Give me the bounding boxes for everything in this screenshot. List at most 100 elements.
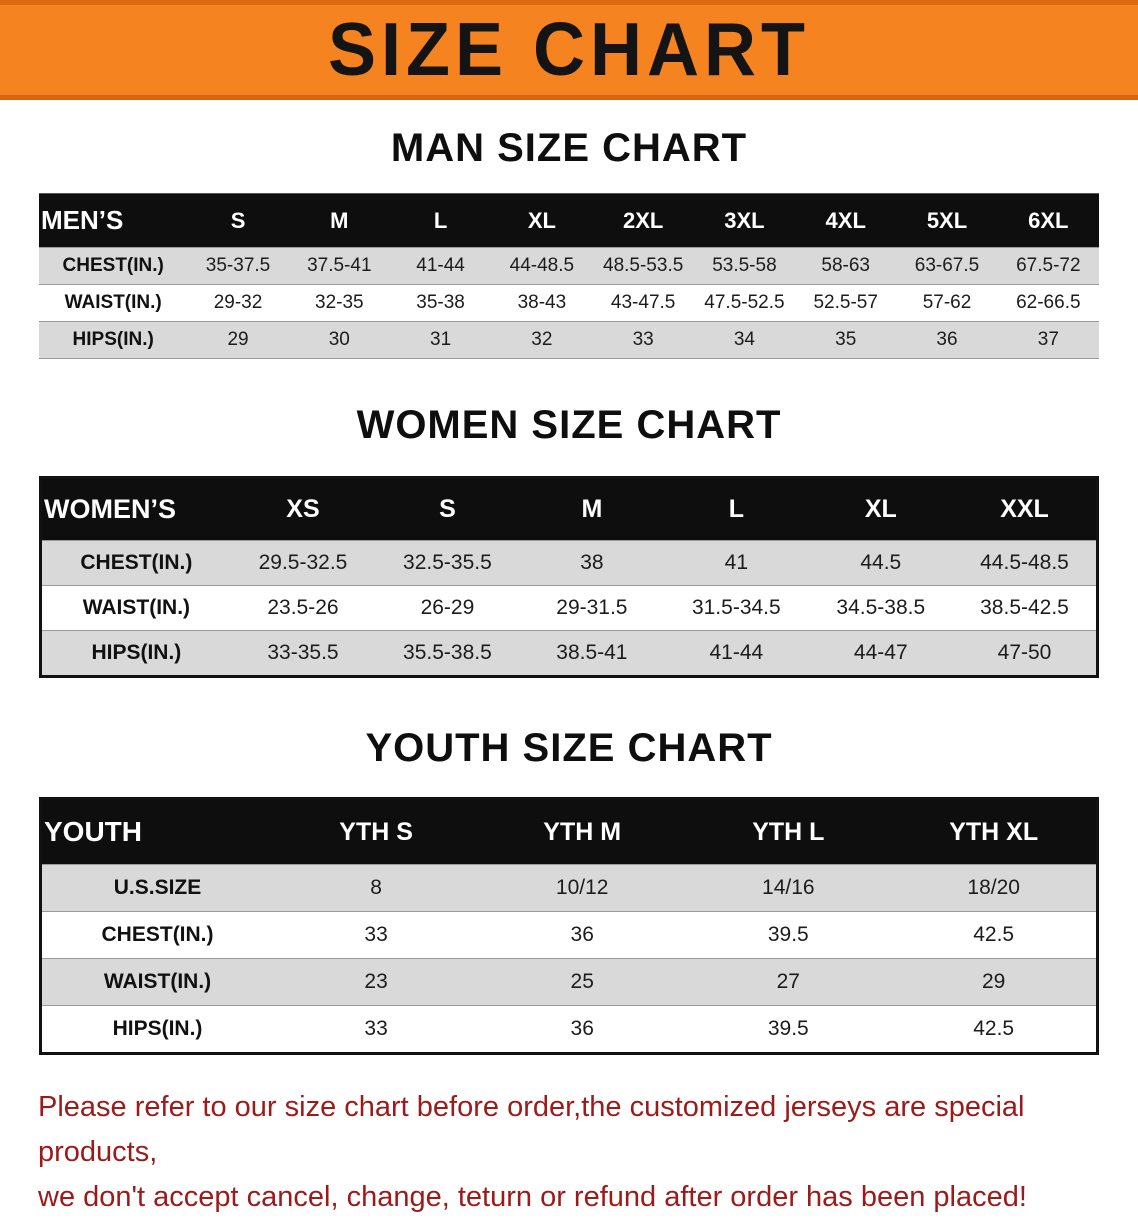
column-header: 3XL — [693, 193, 796, 248]
men-size-table: MEN’S S M L XL 2XL 3XL 4XL 5XL 6XL CHEST(IN.) 35-37… — [39, 193, 1099, 359]
value-cell: 36 — [936, 329, 958, 350]
table-row: WAIST(IN.) 23 25 27 29 — [40, 958, 1098, 1006]
value-cell: 10/12 — [555, 876, 609, 899]
value-cell: 34 — [733, 329, 755, 350]
column-header: S — [187, 193, 289, 248]
value-cell: 25 — [570, 970, 594, 993]
table-row: CHEST(IN.) 35-37.5 37.5-41 41-44 44-48.5 48.5… — [39, 247, 1099, 285]
column-header: YTH L — [685, 798, 892, 865]
value-cell: 38 — [580, 551, 604, 574]
table-row: CHEST(IN.) 33 36 39.5 42.5 — [40, 911, 1098, 959]
value-cell: 36 — [570, 1017, 594, 1040]
value-cell: 18/20 — [967, 876, 1020, 899]
value-cell: 30 — [328, 329, 350, 350]
table-title-cell: YOUTH — [40, 798, 274, 865]
women-size-table-grid: WOMEN’S XS S M L XL XXL CHEST(IN.) 29.5-32.5 32.5… — [39, 476, 1099, 678]
value-cell: 44.5-48.5 — [980, 551, 1069, 574]
value-cell: 32.5-35.5 — [403, 551, 492, 574]
value-cell: 27 — [776, 970, 800, 993]
header-row: YOUTH YTH S YTH M YTH L YTH XL — [40, 798, 1098, 865]
value-cell: 44.5 — [860, 551, 902, 574]
row-label: CHEST(IN.) — [101, 923, 214, 946]
value-cell: 32-35 — [315, 292, 364, 313]
women-size-section: WOMEN SIZE CHART WOMEN’S XS S M L XL XXL CHEST(… — [0, 403, 1138, 678]
youth-section-heading: YOUTH SIZE CHART — [365, 726, 773, 770]
disclaimer-line-1: Please refer to our size chart before or… — [38, 1091, 1025, 1168]
value-cell: 47-50 — [997, 641, 1052, 664]
value-cell: 29.5-32.5 — [258, 551, 348, 574]
value-cell: 62-66.5 — [1016, 292, 1081, 313]
value-cell: 29 — [982, 970, 1006, 993]
youth-size-table-grid: YOUTH YTH S YTH M YTH L YTH XL U.S.SIZE 8 10/12… — [39, 797, 1099, 1055]
value-cell: 58-63 — [821, 255, 871, 276]
table-row: HIPS(IN.) 29 30 31 32 33 34 35 36 37 — [39, 321, 1099, 359]
row-label: WAIST(IN.) — [82, 596, 191, 619]
column-header: YTH M — [479, 798, 686, 865]
value-cell: 44-48.5 — [509, 255, 575, 276]
value-cell: 42.5 — [973, 1017, 1015, 1040]
value-cell: 44-47 — [853, 641, 908, 664]
column-header: 5XL — [896, 193, 998, 248]
row-label: HIPS(IN.) — [112, 1017, 203, 1040]
value-cell: 57-62 — [922, 292, 972, 313]
value-cell: 63-67.5 — [914, 255, 980, 276]
value-cell: 29-31.5 — [556, 596, 628, 619]
value-cell: 39.5 — [767, 923, 809, 946]
header-row: MEN’S S M L XL 2XL 3XL 4XL 5XL 6XL — [39, 193, 1099, 248]
value-cell: 26-29 — [420, 596, 475, 619]
value-cell: 52.5-57 — [813, 292, 878, 313]
men-section-heading: MAN SIZE CHART — [390, 126, 748, 170]
column-header: L — [664, 477, 809, 541]
value-cell: 43-47.5 — [610, 292, 676, 313]
column-header: XS — [230, 477, 376, 541]
column-header: M — [288, 193, 390, 248]
men-size-table-grid: MEN’S S M L XL 2XL 3XL 4XL 5XL 6XL CHEST(IN.) 35-37… — [39, 193, 1099, 359]
value-cell: 35.5-38.5 — [403, 641, 492, 664]
value-cell: 31.5-34.5 — [691, 596, 781, 619]
value-cell: 33-35.5 — [267, 641, 339, 664]
value-cell: 48.5-53.5 — [603, 255, 684, 276]
value-cell: 41 — [724, 551, 749, 574]
value-cell: 14/16 — [762, 876, 815, 899]
value-cell: 33 — [632, 329, 654, 350]
table-row: WAIST(IN.) 23.5-26 26-29 29-31.5 31.5-34.5 34… — [40, 585, 1098, 631]
table-title-cell: WOMEN’S — [40, 477, 231, 541]
table-row: HIPS(IN.) 33-35.5 35.5-38.5 38.5-41 41-44 44-… — [40, 630, 1098, 677]
youth-size-section: YOUTH SIZE CHART YOUTH YTH S YTH M YTH L YTH… — [0, 726, 1138, 1055]
men-size-section: MAN SIZE CHART MEN’S S M L XL 2XL 3XL 4XL 5XL 6XL… — [0, 126, 1138, 359]
row-label: HIPS(IN.) — [72, 329, 154, 350]
banner: SIZE CHART — [0, 0, 1138, 100]
disclaimer-line-2: we don't accept cancel, change, teturn o… — [38, 1180, 1027, 1213]
value-cell: 36 — [570, 923, 594, 946]
value-cell: 32 — [531, 329, 553, 350]
column-header: YTH XL — [891, 798, 1098, 865]
row-label: HIPS(IN.) — [91, 641, 182, 664]
value-cell: 33 — [364, 923, 388, 946]
table-row: HIPS(IN.) 33 36 39.5 42.5 — [40, 1005, 1098, 1054]
value-cell: 53.5-58 — [712, 255, 777, 276]
column-header: XL — [491, 193, 593, 248]
value-cell: 39.5 — [767, 1017, 809, 1040]
value-cell: 42.5 — [973, 923, 1015, 946]
row-label: WAIST(IN.) — [103, 970, 212, 993]
women-size-table: WOMEN’S XS S M L XL XXL CHEST(IN.) 29.5-32.5 32.5… — [39, 476, 1099, 678]
table-row: WAIST(IN.) 29-32 32-35 35-38 38-43 43-47.5 47.… — [39, 284, 1099, 322]
row-label: U.S.SIZE — [113, 876, 202, 899]
value-cell: 37 — [1037, 329, 1059, 350]
table-row: U.S.SIZE 8 10/12 14/16 18/20 — [40, 864, 1098, 912]
column-header: XL — [808, 477, 954, 541]
youth-size-table: YOUTH YTH S YTH M YTH L YTH XL U.S.SIZE 8 10/12… — [39, 797, 1099, 1055]
table-title-cell: MEN’S — [39, 193, 188, 248]
column-header: YTH S — [273, 798, 480, 865]
value-cell: 41-44 — [416, 255, 465, 276]
value-cell: 8 — [370, 876, 382, 899]
value-cell: 38.5-41 — [556, 641, 628, 664]
column-header: M — [519, 477, 665, 541]
value-cell: 29-32 — [213, 292, 263, 313]
value-cell: 29 — [227, 329, 249, 350]
column-header: 4XL — [795, 193, 897, 248]
row-label: CHEST(IN.) — [80, 551, 193, 574]
disclaimer: Please refer to our size chart before or… — [0, 1085, 1138, 1220]
banner-title: SIZE CHART — [328, 8, 810, 93]
